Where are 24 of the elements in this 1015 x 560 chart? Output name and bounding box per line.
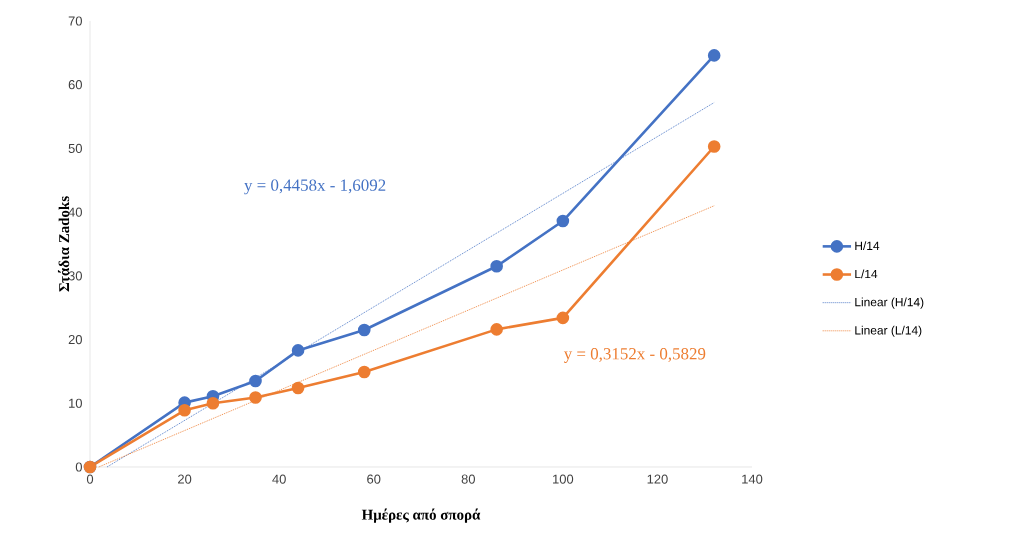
legend-label: Linear (H/14) [855,297,924,309]
x-tick-label: 120 [647,474,668,484]
y-tick-label: 30 [68,271,82,281]
legend-label: H/14 [855,241,880,251]
y-axis-title: Στάδια Zadoks [57,196,70,292]
x-tick-label: 20 [178,474,192,484]
x-axis-title: Ημέρες από σπορά [361,508,481,523]
annotation: y = 0,4458x - 1,6092 [244,179,386,195]
y-tick-label: 40 [68,207,82,217]
y-tick-label: 0 [75,462,82,472]
x-tick-label: 0 [86,474,94,484]
y-tick-label: 70 [68,16,82,26]
legend-label: L/14 [855,269,878,279]
y-tick-label: 60 [68,80,82,90]
x-tick-label: 100 [553,474,574,484]
x-tick-label: 140 [742,474,763,484]
annotation: y = 0,3152x - 0,5829 [563,348,706,363]
x-tick-label: 40 [272,474,286,484]
x-tick-label: 60 [367,474,381,484]
y-tick-label: 20 [68,334,82,345]
y-tick-label: 50 [68,143,82,153]
y-tick-label: 10 [69,398,82,408]
x-tick-label: 80 [461,474,475,484]
legend-label: Linear (L/14) [855,325,922,337]
